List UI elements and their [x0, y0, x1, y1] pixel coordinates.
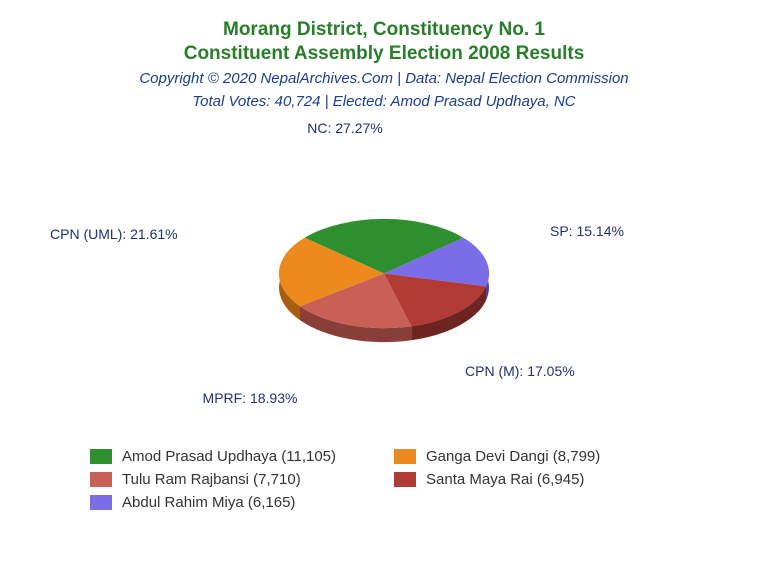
legend-swatch: [90, 449, 112, 464]
slice-label: MPRF: 18.93%: [203, 390, 298, 406]
title-block: Morang District, Constituency No. 1 Cons…: [40, 18, 728, 66]
title-line-1: Morang District, Constituency No. 1: [40, 18, 728, 42]
legend-label: Ganga Devi Dangi (8,799): [426, 448, 600, 465]
slice-label: SP: 15.14%: [550, 223, 624, 239]
legend-label: Tulu Ram Rajbansi (7,710): [122, 471, 301, 488]
title-line-2: Constituent Assembly Election 2008 Resul…: [40, 42, 728, 66]
pie-wrapper: [264, 195, 504, 360]
legend: Amod Prasad Updhaya (11,105) Ganga Devi D…: [40, 448, 728, 511]
legend-label: Amod Prasad Updhaya (11,105): [122, 448, 336, 465]
slice-label: CPN (M): 17.05%: [465, 363, 575, 379]
legend-item: Ganga Devi Dangi (8,799): [394, 448, 678, 465]
legend-swatch: [90, 472, 112, 487]
subtitle: Copyright © 2020 NepalArchives.Com | Dat…: [40, 70, 728, 87]
chart-container: Morang District, Constituency No. 1 Cons…: [0, 0, 768, 576]
legend-item: Santa Maya Rai (6,945): [394, 471, 678, 488]
legend-item: Tulu Ram Rajbansi (7,710): [90, 471, 374, 488]
legend-swatch: [394, 472, 416, 487]
summary-stats: Total Votes: 40,724 | Elected: Amod Pras…: [40, 93, 728, 110]
legend-item: Amod Prasad Updhaya (11,105): [90, 448, 374, 465]
pie-chart-area: NC: 27.27% SP: 15.14% CPN (M): 17.05% MPRF:…: [40, 118, 728, 438]
legend-swatch: [90, 495, 112, 510]
legend-item: Abdul Rahim Miya (6,165): [90, 494, 374, 511]
slice-label: CPN (UML): 21.61%: [50, 226, 178, 242]
legend-label: Santa Maya Rai (6,945): [426, 471, 584, 488]
legend-label: Abdul Rahim Miya (6,165): [122, 494, 295, 511]
pie-chart-svg: [264, 195, 504, 355]
slice-label: NC: 27.27%: [307, 120, 382, 136]
legend-swatch: [394, 449, 416, 464]
